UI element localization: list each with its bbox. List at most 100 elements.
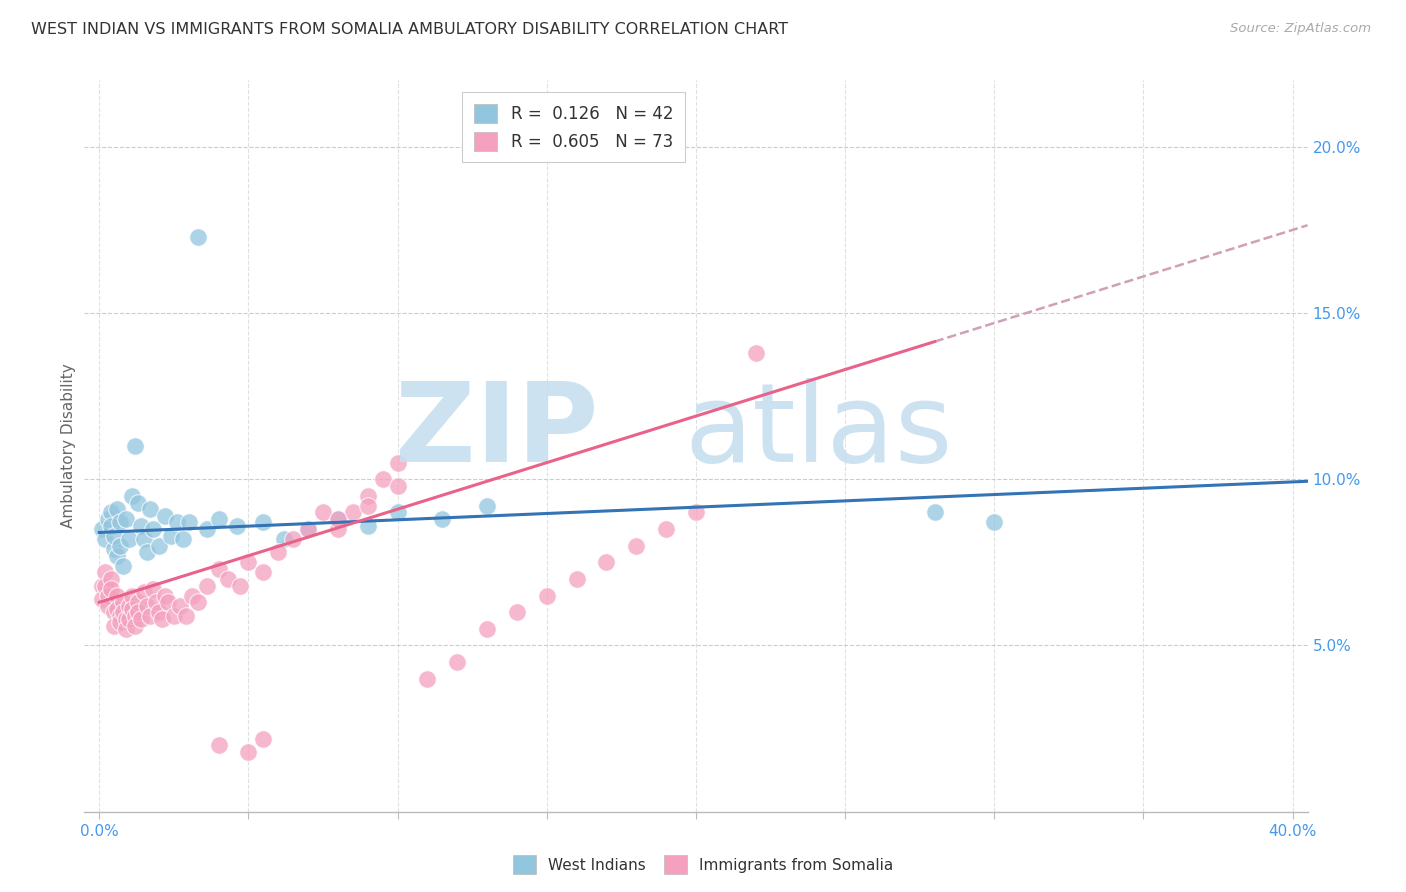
Point — [252, 731, 274, 746]
Point — [387, 479, 409, 493]
Point — [139, 608, 162, 623]
Point — [91, 591, 114, 606]
Point — [297, 522, 319, 536]
Point — [100, 572, 122, 586]
Point — [626, 539, 648, 553]
Point — [112, 605, 135, 619]
Point — [124, 608, 146, 623]
Point — [118, 599, 141, 613]
Point — [655, 522, 678, 536]
Point — [177, 516, 200, 530]
Point — [112, 558, 135, 573]
Point — [105, 589, 128, 603]
Point — [267, 545, 290, 559]
Point — [97, 599, 120, 613]
Point — [357, 518, 380, 533]
Point — [97, 512, 120, 526]
Point — [142, 582, 165, 596]
Point — [207, 512, 229, 526]
Point — [217, 572, 239, 586]
Point — [100, 506, 122, 520]
Point — [187, 229, 209, 244]
Point — [108, 539, 131, 553]
Point — [595, 555, 617, 569]
Point — [105, 602, 128, 616]
Point — [685, 506, 707, 520]
Point — [238, 555, 260, 569]
Point — [252, 516, 274, 530]
Point — [121, 602, 143, 616]
Point — [172, 532, 194, 546]
Point — [475, 622, 498, 636]
Point — [132, 585, 155, 599]
Point — [103, 542, 125, 557]
Point — [387, 456, 409, 470]
Text: WEST INDIAN VS IMMIGRANTS FROM SOMALIA AMBULATORY DISABILITY CORRELATION CHART: WEST INDIAN VS IMMIGRANTS FROM SOMALIA A… — [31, 22, 787, 37]
Point — [153, 508, 176, 523]
Point — [129, 518, 152, 533]
Point — [139, 502, 162, 516]
Point — [180, 589, 202, 603]
Point — [94, 566, 117, 580]
Point — [108, 608, 131, 623]
Point — [357, 499, 380, 513]
Text: Source: ZipAtlas.com: Source: ZipAtlas.com — [1230, 22, 1371, 36]
Point — [103, 618, 125, 632]
Point — [145, 595, 167, 609]
Y-axis label: Ambulatory Disability: Ambulatory Disability — [60, 364, 76, 528]
Point — [297, 522, 319, 536]
Point — [371, 472, 394, 486]
Point — [252, 566, 274, 580]
Point — [195, 579, 218, 593]
Point — [108, 516, 131, 530]
Point — [94, 532, 117, 546]
Text: atlas: atlas — [685, 378, 952, 485]
Point — [115, 622, 138, 636]
Point — [342, 506, 364, 520]
Point — [238, 745, 260, 759]
Point — [446, 655, 468, 669]
Point — [195, 522, 218, 536]
Point — [326, 512, 349, 526]
Point — [744, 346, 766, 360]
Point — [91, 522, 114, 536]
Point — [983, 516, 1005, 530]
Point — [136, 545, 159, 559]
Point — [148, 539, 170, 553]
Point — [326, 522, 349, 536]
Point — [174, 608, 197, 623]
Point — [156, 595, 179, 609]
Point — [94, 579, 117, 593]
Point — [357, 489, 380, 503]
Point — [100, 518, 122, 533]
Legend: R =  0.126   N = 42, R =  0.605   N = 73: R = 0.126 N = 42, R = 0.605 N = 73 — [463, 92, 685, 162]
Point — [207, 738, 229, 752]
Point — [166, 516, 188, 530]
Point — [105, 502, 128, 516]
Point — [536, 589, 558, 603]
Point — [273, 532, 295, 546]
Point — [326, 512, 349, 526]
Point — [150, 612, 173, 626]
Point — [105, 549, 128, 563]
Point — [475, 499, 498, 513]
Point — [108, 615, 131, 630]
Legend: West Indians, Immigrants from Somalia: West Indians, Immigrants from Somalia — [506, 849, 900, 880]
Point — [142, 522, 165, 536]
Point — [387, 506, 409, 520]
Point — [132, 532, 155, 546]
Point — [97, 589, 120, 603]
Point — [121, 589, 143, 603]
Point — [129, 612, 152, 626]
Point — [187, 595, 209, 609]
Point — [283, 532, 305, 546]
Point — [103, 529, 125, 543]
Point — [118, 612, 141, 626]
Point — [127, 495, 149, 509]
Text: ZIP: ZIP — [395, 378, 598, 485]
Point — [124, 439, 146, 453]
Point — [112, 595, 135, 609]
Point — [100, 582, 122, 596]
Point — [312, 506, 335, 520]
Point — [148, 605, 170, 619]
